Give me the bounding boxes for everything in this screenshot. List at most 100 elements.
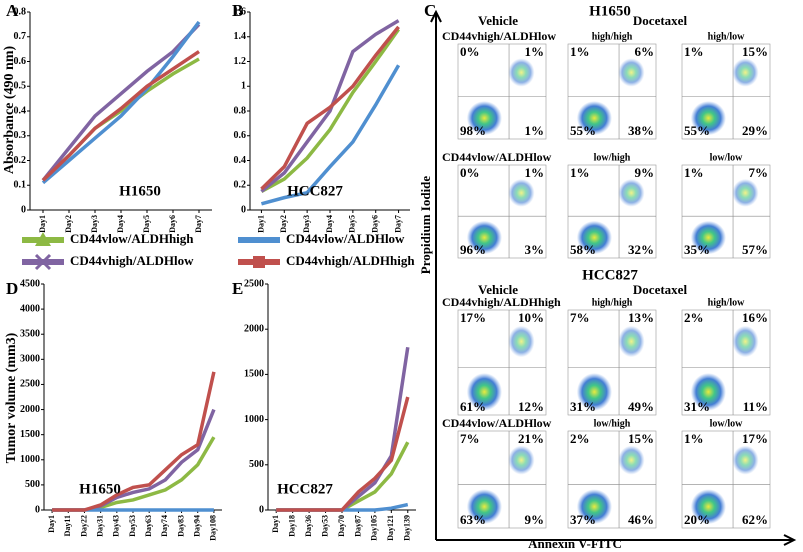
cell-cloud <box>508 58 535 87</box>
y-tick-label: 2000 <box>20 404 40 415</box>
quadrant-percent: 12% <box>518 399 544 414</box>
panel-letter: E <box>232 279 243 298</box>
x-tick-label: Day63 <box>144 515 153 537</box>
quadrant-percent: 7% <box>749 165 769 180</box>
panel-letter: A <box>6 1 19 20</box>
y-axis-label: Propidium Iodide <box>418 176 433 275</box>
y-tick-label: 0.6 <box>234 130 247 141</box>
annotation: HCC827 <box>287 183 343 199</box>
y-tick-label: 3000 <box>20 354 40 365</box>
series-line <box>260 28 400 193</box>
x-tick-label: Day31 <box>95 515 104 537</box>
x-tick-label: Day22 <box>79 515 88 537</box>
x-tick-label: Day3 <box>302 215 311 233</box>
y-tick-label: 0.7 <box>14 31 27 42</box>
x-tick-label: Day108 <box>209 515 218 541</box>
column-title: Vehicle <box>478 282 518 297</box>
cell-cloud <box>576 373 613 411</box>
group-title: H1650 <box>589 3 631 19</box>
cell-cloud <box>508 178 535 207</box>
panel-label: low/high <box>594 418 631 429</box>
cell-cloud <box>508 325 535 358</box>
quadrant-percent: 9% <box>525 512 545 527</box>
y-tick-label: 1000 <box>20 454 40 465</box>
quadrant-percent: 0% <box>460 44 480 59</box>
x-tick-label: Day7 <box>194 215 203 233</box>
quadrant-percent: 55% <box>570 123 596 138</box>
quadrant-percent: 11% <box>743 399 768 414</box>
x-axis-label: Annexin V-FITC <box>528 536 622 551</box>
cell-cloud <box>618 325 645 358</box>
cell-cloud <box>576 101 613 136</box>
column-title: Docetaxel <box>633 13 688 28</box>
cell-cloud <box>466 489 502 525</box>
y-tick-label: 0 <box>35 504 40 515</box>
panel-letter: C <box>424 1 436 20</box>
y-axis-label: Tumor volume (mm3) <box>4 332 19 463</box>
x-tick-label: Day2 <box>279 215 288 233</box>
quadrant-percent: 1% <box>684 431 704 446</box>
panel-label: low/high <box>594 152 631 163</box>
quadrant-percent: 17% <box>460 310 486 325</box>
x-tick-label: Day2 <box>64 215 73 233</box>
quadrant-percent: 1% <box>525 123 545 138</box>
legend-marker <box>253 256 265 268</box>
x-tick-label: Day11 <box>63 515 72 536</box>
cell-cloud <box>618 178 645 207</box>
y-tick-label: 0.1 <box>14 180 27 191</box>
series-line <box>260 25 400 191</box>
row-label: CD44vlow/ALDHlow <box>442 416 552 430</box>
x-tick-label: Day53 <box>320 515 329 537</box>
quadrant-percent: 2% <box>684 310 704 325</box>
quadrant-percent: 21% <box>518 431 544 446</box>
x-tick-label: Day43 <box>112 515 121 537</box>
quadrant-percent: 0% <box>460 165 480 180</box>
series-line <box>41 20 201 185</box>
y-tick-label: 500 <box>25 479 40 490</box>
cell-cloud <box>466 220 502 255</box>
cell-cloud <box>466 101 502 136</box>
x-tick-label: Day1 <box>47 515 56 533</box>
y-tick-label: 3500 <box>20 329 40 340</box>
cell-cloud <box>618 445 645 475</box>
x-tick-label: Day7 <box>393 215 402 233</box>
y-axis-label: Absorbance (490 nm) <box>2 46 17 175</box>
y-tick-label: 4000 <box>20 303 40 314</box>
panel-label: high/high <box>592 31 633 42</box>
quadrant-percent: 61% <box>460 399 486 414</box>
quadrant-percent: 58% <box>570 242 596 257</box>
y-tick-label: 0.4 <box>14 105 27 116</box>
quadrant-percent: 29% <box>742 123 768 138</box>
quadrant-percent: 13% <box>628 310 654 325</box>
legend-label: CD44vlow/ALDHhigh <box>70 231 194 246</box>
y-tick-label: 0.8 <box>14 6 27 17</box>
y-tick-label: 2000 <box>244 323 264 334</box>
quadrant-percent: 55% <box>684 123 710 138</box>
column-title: Vehicle <box>478 13 518 28</box>
x-tick-label: Day6 <box>168 215 177 233</box>
legend-label: CD44vhigh/ALDHhigh <box>286 253 415 268</box>
series-line <box>41 23 201 182</box>
y-tick-label: 2500 <box>20 379 40 390</box>
quadrant-percent: 7% <box>570 310 590 325</box>
x-tick-label: Day83 <box>176 515 185 537</box>
quadrant-percent: 3% <box>525 242 545 257</box>
y-tick-label: 1500 <box>20 429 40 440</box>
quadrant-percent: 32% <box>628 242 654 257</box>
x-tick-label: Day53 <box>128 515 137 537</box>
y-tick-label: 1.6 <box>234 6 247 17</box>
x-tick-label: Day87 <box>353 515 362 537</box>
x-tick-label: Day94 <box>193 515 202 537</box>
cell-cloud <box>732 325 759 358</box>
y-tick-label: 1000 <box>244 414 264 425</box>
x-tick-label: Day105 <box>370 515 379 541</box>
y-tick-label: 0.2 <box>234 180 247 191</box>
series-line <box>260 19 400 193</box>
y-tick-label: 0.5 <box>14 81 27 92</box>
y-tick-label: 1.2 <box>234 56 247 67</box>
quadrant-percent: 1% <box>570 165 590 180</box>
x-tick-label: Day70 <box>337 515 346 537</box>
panel-label: high/low <box>708 297 745 308</box>
x-tick-label: Day139 <box>403 515 412 541</box>
panel-label: high/low <box>708 31 745 42</box>
